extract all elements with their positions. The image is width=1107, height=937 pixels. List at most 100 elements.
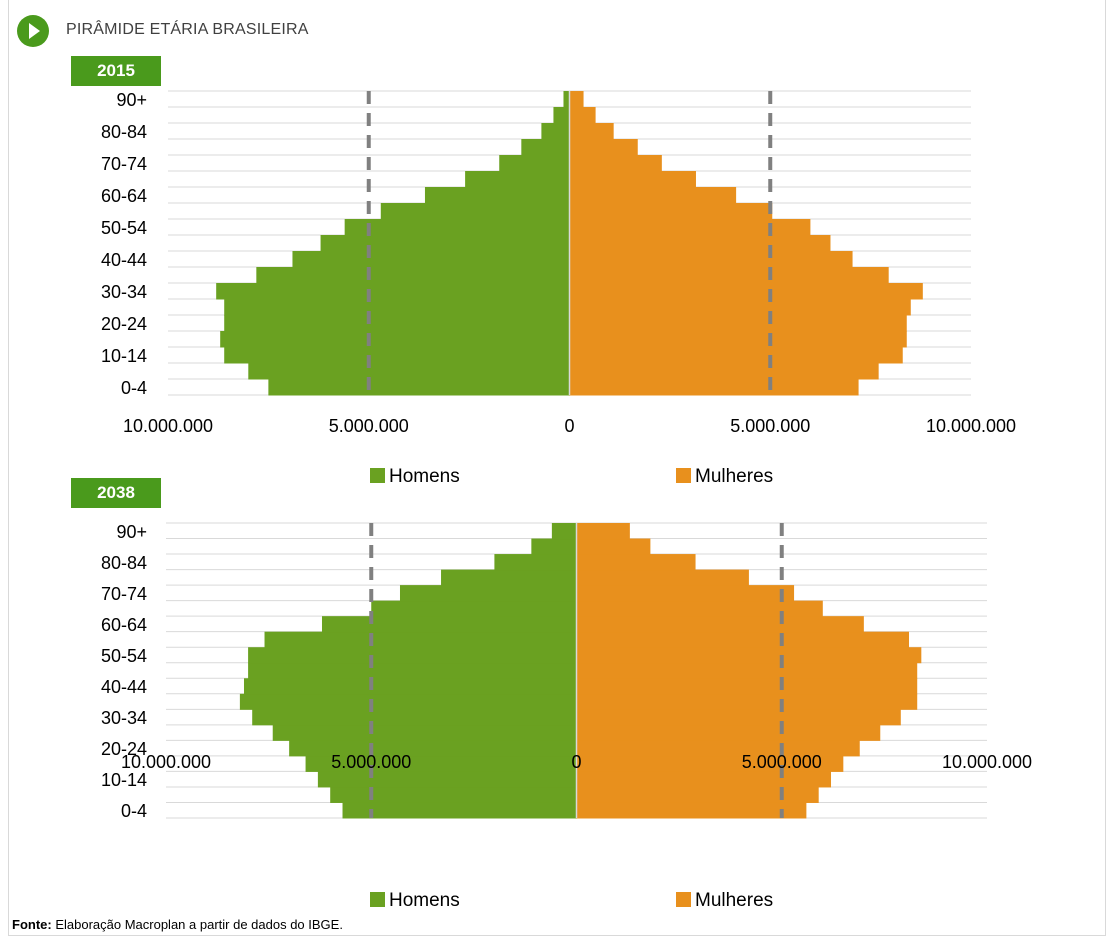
bar-homens-50-54 bbox=[248, 647, 577, 664]
age-label: 60-64 bbox=[101, 186, 147, 206]
x-tick-label: 0 bbox=[564, 416, 574, 436]
age-label: 90+ bbox=[116, 90, 147, 110]
bar-mulheres-45-49 bbox=[576, 662, 918, 679]
bar-homens-70-74 bbox=[399, 585, 577, 602]
bar-mulheres-65-69 bbox=[569, 171, 696, 188]
bar-mulheres-70-74 bbox=[576, 585, 795, 602]
age-label: 10-14 bbox=[101, 770, 147, 790]
play-icon bbox=[17, 15, 49, 47]
bar-homens-0-4 bbox=[342, 802, 577, 819]
bar-homens-25-29 bbox=[272, 724, 577, 741]
bar-homens-20-24 bbox=[289, 740, 577, 757]
legend-swatch-homens bbox=[370, 892, 385, 907]
bar-mulheres-70-74 bbox=[569, 155, 662, 172]
year-badge-2015: 2015 bbox=[71, 56, 161, 86]
bar-mulheres-35-39 bbox=[569, 267, 889, 284]
bar-mulheres-80-84 bbox=[576, 554, 696, 571]
x-tick-label: 10.000.000 bbox=[121, 752, 211, 772]
bar-mulheres-90+ bbox=[576, 523, 630, 540]
age-label: 90+ bbox=[116, 522, 147, 542]
legend-label-homens: Homens bbox=[389, 890, 460, 911]
bar-homens-40-44 bbox=[243, 678, 577, 695]
bar-mulheres-25-29 bbox=[569, 299, 911, 316]
page-title: PIRÂMIDE ETÁRIA BRASILEIRA bbox=[66, 21, 309, 38]
bar-homens-5-9 bbox=[330, 786, 577, 803]
bar-homens-20-24 bbox=[224, 315, 570, 332]
bar-homens-55-59 bbox=[380, 203, 570, 220]
bar-mulheres-55-59 bbox=[576, 631, 910, 648]
bar-mulheres-90+ bbox=[569, 91, 584, 108]
bar-mulheres-5-9 bbox=[576, 786, 819, 803]
age-label: 70-74 bbox=[101, 154, 147, 174]
age-label: 80-84 bbox=[101, 553, 147, 573]
bar-homens-30-34 bbox=[216, 283, 570, 300]
bar-homens-30-34 bbox=[252, 709, 577, 726]
bar-mulheres-25-29 bbox=[576, 724, 881, 741]
bar-mulheres-45-49 bbox=[569, 235, 831, 252]
legend-swatch-homens bbox=[370, 468, 385, 483]
legend-label-mulheres: Mulheres bbox=[695, 466, 773, 487]
bar-homens-5-9 bbox=[248, 363, 570, 380]
bar-mulheres-0-4 bbox=[569, 379, 859, 396]
bar-homens-75-79 bbox=[521, 139, 570, 156]
bar-homens-60-64 bbox=[321, 616, 577, 633]
x-tick-label: 5.000.000 bbox=[329, 416, 409, 436]
bar-homens-70-74 bbox=[499, 155, 570, 172]
bar-homens-25-29 bbox=[224, 299, 570, 316]
x-tick-label: 10.000.000 bbox=[942, 752, 1032, 772]
bar-mulheres-60-64 bbox=[569, 187, 737, 204]
bar-mulheres-30-34 bbox=[576, 709, 901, 726]
source-label: Fonte: bbox=[12, 917, 52, 932]
bar-homens-45-49 bbox=[248, 662, 577, 679]
bar-homens-85-89 bbox=[531, 538, 577, 555]
bar-homens-80-84 bbox=[494, 554, 577, 571]
age-label: 0-4 bbox=[121, 801, 147, 821]
bar-mulheres-75-79 bbox=[569, 139, 638, 156]
age-label: 40-44 bbox=[101, 677, 147, 697]
bar-homens-55-59 bbox=[264, 631, 577, 648]
bar-mulheres-40-44 bbox=[576, 678, 918, 695]
bar-homens-0-4 bbox=[268, 379, 570, 396]
bar-mulheres-35-39 bbox=[576, 693, 918, 710]
bar-homens-85-89 bbox=[553, 107, 570, 124]
bar-homens-35-39 bbox=[239, 693, 577, 710]
year-badge-2038: 2038 bbox=[71, 478, 161, 508]
x-tick-label: 0 bbox=[571, 752, 581, 772]
bar-mulheres-65-69 bbox=[576, 600, 823, 617]
source-note: Fonte: Elaboração Macroplan a partir de … bbox=[12, 917, 343, 932]
bar-homens-60-64 bbox=[424, 187, 570, 204]
age-label: 60-64 bbox=[101, 615, 147, 635]
legend-label-homens: Homens bbox=[389, 466, 460, 487]
bar-mulheres-50-54 bbox=[569, 219, 811, 236]
bar-mulheres-20-24 bbox=[569, 315, 907, 332]
bar-homens-15-19 bbox=[220, 331, 570, 348]
age-label: 80-84 bbox=[101, 122, 147, 142]
age-label: 0-4 bbox=[121, 378, 147, 398]
age-label: 50-54 bbox=[101, 646, 147, 666]
legend-swatch-mulheres bbox=[676, 892, 691, 907]
bar-homens-75-79 bbox=[441, 569, 577, 586]
bar-mulheres-50-54 bbox=[576, 647, 922, 664]
bar-mulheres-60-64 bbox=[576, 616, 864, 633]
legend-label-mulheres: Mulheres bbox=[695, 890, 773, 911]
age-label: 40-44 bbox=[101, 250, 147, 270]
age-label: 70-74 bbox=[101, 584, 147, 604]
bar-homens-80-84 bbox=[541, 123, 570, 140]
bar-homens-15-19 bbox=[305, 755, 577, 772]
bar-homens-35-39 bbox=[256, 267, 570, 284]
x-tick-label: 10.000.000 bbox=[123, 416, 213, 436]
bar-homens-90+ bbox=[563, 91, 570, 108]
age-label: 30-34 bbox=[101, 708, 147, 728]
bar-mulheres-10-14 bbox=[576, 771, 832, 788]
bar-mulheres-55-59 bbox=[569, 203, 773, 220]
x-tick-label: 5.000.000 bbox=[730, 416, 810, 436]
bar-mulheres-30-34 bbox=[569, 283, 923, 300]
bar-mulheres-15-19 bbox=[576, 755, 844, 772]
bar-mulheres-10-14 bbox=[569, 347, 903, 364]
bar-homens-10-14 bbox=[317, 771, 577, 788]
bar-mulheres-75-79 bbox=[576, 569, 749, 586]
age-label: 10-14 bbox=[101, 346, 147, 366]
x-tick-label: 5.000.000 bbox=[331, 752, 411, 772]
x-tick-label: 10.000.000 bbox=[926, 416, 1016, 436]
